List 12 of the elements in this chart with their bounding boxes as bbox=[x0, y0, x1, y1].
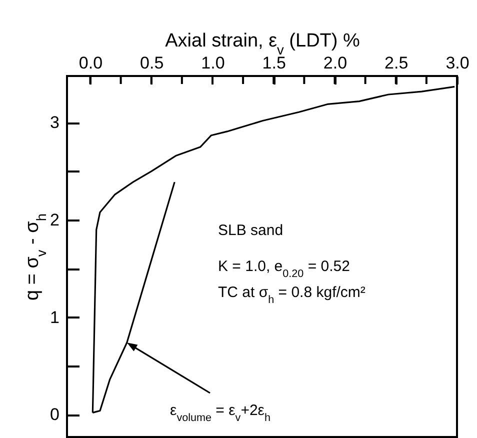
x-tick-label: 0.5 bbox=[140, 54, 164, 72]
annotation: TC at σ$_{h}$ = 0.8 kgf/cm² bbox=[218, 284, 366, 306]
annotation: K = 1.0, e$_{0.20}$ = 0.52 bbox=[218, 258, 350, 280]
y-tick-label: 0 bbox=[50, 405, 60, 424]
x-tick-label: 2.5 bbox=[384, 54, 408, 72]
annotation: ε$_{volume}$ = ε$_{v}$+2ε$_{h}$ bbox=[170, 402, 271, 424]
y-tick-label: 3 bbox=[50, 113, 60, 132]
x-tick-label: 3.0 bbox=[446, 54, 470, 72]
y-tick-label: 1 bbox=[50, 308, 60, 327]
x-tick-label: 0.0 bbox=[78, 54, 103, 72]
y-tick-label: 2 bbox=[50, 210, 60, 230]
annotation: SLB sand bbox=[218, 222, 284, 239]
